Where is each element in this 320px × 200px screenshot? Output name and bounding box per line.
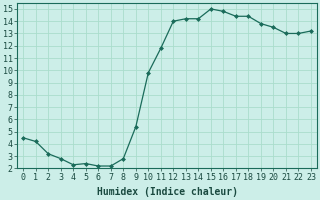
X-axis label: Humidex (Indice chaleur): Humidex (Indice chaleur) xyxy=(97,187,237,197)
